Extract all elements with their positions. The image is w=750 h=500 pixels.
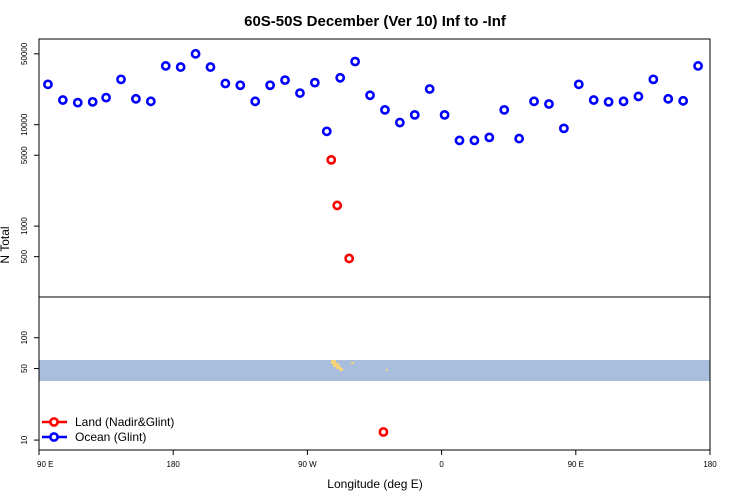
data-points <box>43 48 703 437</box>
ocean-point <box>250 96 261 107</box>
ocean-point <box>424 84 435 94</box>
ocean-point <box>145 96 156 107</box>
legend-label: Ocean (Glint) <box>75 430 146 444</box>
ocean-point <box>87 96 98 107</box>
x-tick-label: 180 <box>703 460 717 469</box>
ocean-point <box>205 62 216 72</box>
ocean-point <box>648 74 659 85</box>
ocean-point <box>131 93 141 104</box>
y-tick-label: 50000 <box>20 42 29 65</box>
y-tick-label: 1000 <box>20 217 29 235</box>
ocean-point <box>280 75 290 86</box>
y-axis-label: N Total <box>0 226 12 263</box>
ocean-point <box>43 79 53 90</box>
ocean-point <box>588 95 599 105</box>
land-shape <box>336 366 341 369</box>
ocean-point <box>160 61 171 71</box>
x-axis-label: Longitude (deg E) <box>327 477 422 491</box>
legend-marker <box>49 417 59 427</box>
ocean-point <box>693 61 703 71</box>
ocean-point <box>57 95 68 105</box>
axes: 90 E 180 90 W 0 90 E 180 500 1000 5000 10000 50000… <box>20 42 717 469</box>
ocean-point <box>335 72 346 83</box>
ocean-point <box>295 88 305 98</box>
ocean-point <box>514 133 525 144</box>
x-tick-label: 90 E <box>568 460 584 469</box>
ocean-point <box>529 96 539 107</box>
land-shape <box>351 362 354 364</box>
ocean-point <box>265 80 276 91</box>
ocean-point <box>573 79 584 90</box>
top-panel-frame <box>38 38 711 298</box>
land-shape <box>333 363 339 367</box>
ocean-point <box>678 95 689 106</box>
y-tick-label: 500 <box>20 249 29 263</box>
legend-marker <box>49 432 59 442</box>
bottom-panel-frame <box>38 296 711 451</box>
ocean-point <box>365 90 375 101</box>
ocean-point <box>309 77 320 88</box>
land-shape <box>386 369 388 371</box>
ocean-point <box>499 104 510 115</box>
x-tick-label: 180 <box>167 460 181 469</box>
ocean-point <box>603 96 614 107</box>
y-tick-label: 50 <box>20 364 29 373</box>
y-tick-label: 5000 <box>20 146 29 164</box>
ocean-point <box>380 104 390 115</box>
ocean-point <box>454 135 465 146</box>
ocean-point <box>72 97 83 108</box>
ocean-point <box>558 123 569 134</box>
ocean-point <box>101 92 111 103</box>
ocean-point <box>484 132 495 143</box>
legend-label: Land (Nadir&Glint) <box>75 415 174 429</box>
legend: Land (Nadir&Glint)Ocean (Glint) <box>42 415 174 444</box>
ocean-point <box>633 91 644 102</box>
land-point <box>344 253 355 264</box>
plot-frames <box>38 38 711 451</box>
ocean-point <box>321 126 332 137</box>
ocean-point <box>618 96 629 107</box>
ocean-point <box>394 117 405 128</box>
ocean-point <box>350 56 361 67</box>
ocean-point <box>663 93 674 104</box>
land-point <box>332 200 343 211</box>
ocean-point <box>469 135 480 146</box>
x-tick-label: 90 W <box>298 460 317 469</box>
land-point <box>326 154 337 165</box>
land-shape <box>339 368 343 371</box>
ocean-point <box>190 48 201 59</box>
land-point <box>378 427 389 437</box>
y-tick-label: 10000 <box>20 113 29 136</box>
x-tick-label: 90 E <box>37 460 53 469</box>
ocean-point <box>544 99 554 109</box>
y-tick-label: 100 <box>20 331 29 345</box>
x-tick-label: 0 <box>439 460 444 469</box>
ocean-point <box>235 80 246 91</box>
land-shape <box>331 360 336 364</box>
bottom-panel <box>39 360 710 381</box>
y-tick-label: 10 <box>20 435 29 444</box>
ocean-point <box>439 109 450 120</box>
latitude-band <box>39 360 710 381</box>
chart-title: 60S-50S December (Ver 10) Inf to -Inf <box>244 13 507 30</box>
ocean-point <box>409 109 420 120</box>
ocean-point <box>175 62 186 72</box>
ocean-point <box>116 74 126 85</box>
land-strip <box>331 360 388 371</box>
ocean-point <box>220 78 231 89</box>
